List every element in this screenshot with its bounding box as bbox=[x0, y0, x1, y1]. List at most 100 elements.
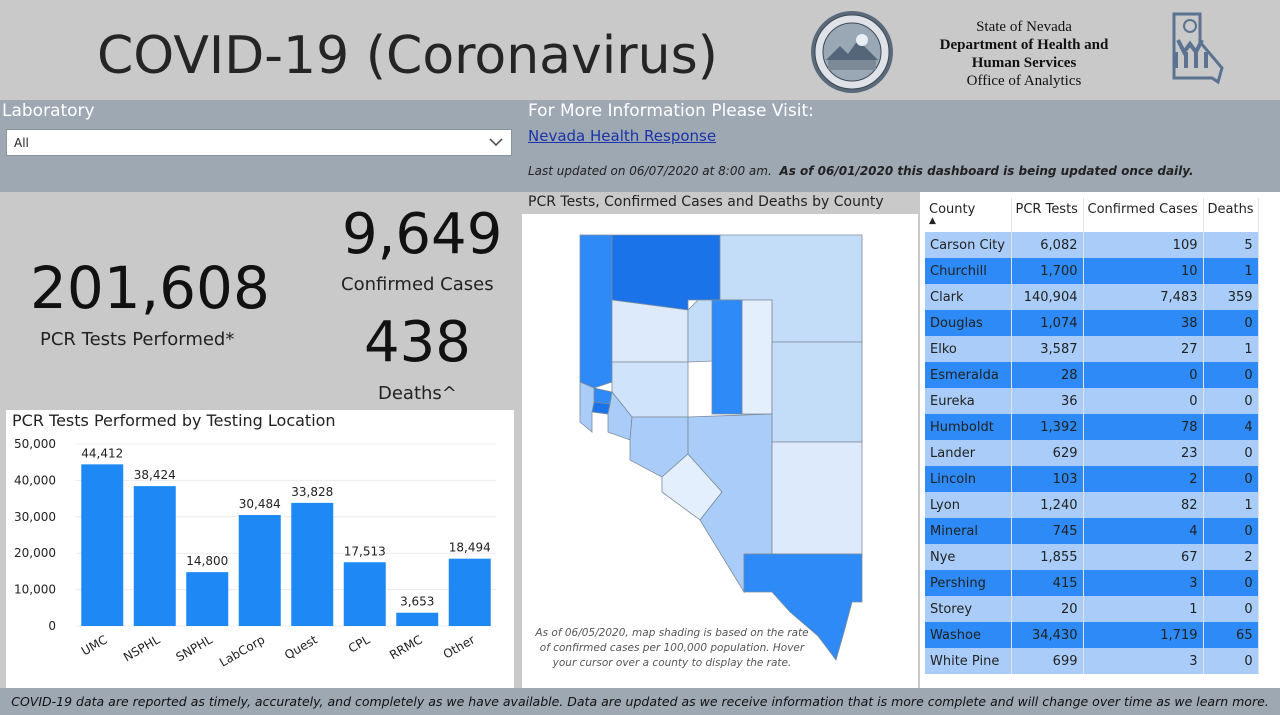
county-humboldt[interactable] bbox=[611, 234, 721, 311]
y-tick-label: 10,000 bbox=[14, 583, 56, 597]
county-cell: Mineral bbox=[925, 518, 1012, 544]
confirmed-cases-cell: 27 bbox=[1083, 336, 1204, 362]
county-washoe[interactable] bbox=[579, 234, 613, 389]
table-row[interactable]: Carson City 6,082 109 5 bbox=[925, 232, 1259, 258]
county-eureka[interactable] bbox=[741, 299, 773, 415]
table-row[interactable]: Pershing 415 3 0 bbox=[925, 570, 1259, 596]
county-lander-south[interactable] bbox=[711, 299, 743, 415]
table-row[interactable]: Elko 3,587 27 1 bbox=[925, 336, 1259, 362]
county-cell: Washoe bbox=[925, 622, 1012, 648]
x-tick-label: RRMC bbox=[387, 632, 425, 662]
county-cell: Eureka bbox=[925, 388, 1012, 414]
nevada-county-map bbox=[579, 234, 863, 661]
x-tick-label: Quest bbox=[282, 632, 320, 662]
table-row[interactable]: Mineral 745 4 0 bbox=[925, 518, 1259, 544]
column-header-county[interactable]: County ▲ bbox=[925, 198, 1012, 232]
county-white-pine[interactable] bbox=[771, 341, 863, 443]
bar-umc[interactable] bbox=[81, 464, 124, 626]
pcr-tests-cell: 140,904 bbox=[1011, 284, 1084, 310]
footer-disclaimer: COVID-19 data are reported as timely, ac… bbox=[0, 688, 1280, 715]
county-cell: Carson City bbox=[925, 232, 1012, 258]
county-clark[interactable] bbox=[743, 553, 863, 661]
deaths-cell: 0 bbox=[1203, 310, 1259, 336]
bar-value-label: 30,484 bbox=[239, 497, 281, 511]
pcr-tests-cell: 103 bbox=[1011, 466, 1084, 492]
laboratory-dropdown[interactable]: All bbox=[6, 129, 512, 156]
table-row[interactable]: Churchill 1,700 10 1 bbox=[925, 258, 1259, 284]
county-cell: Churchill bbox=[925, 258, 1012, 284]
table-row[interactable]: Lincoln 103 2 0 bbox=[925, 466, 1259, 492]
deaths-cell: 359 bbox=[1203, 284, 1259, 310]
table-row[interactable]: White Pine 699 3 0 bbox=[925, 648, 1259, 674]
nevada-seal-icon bbox=[811, 11, 893, 93]
pcr-tests-cell: 745 bbox=[1011, 518, 1084, 544]
map-shading-note: As of 06/05/2020, map shading is based o… bbox=[535, 627, 809, 669]
chart-title: PCR Tests Performed by Testing Location bbox=[12, 411, 336, 430]
confirmed-cases-cell: 1 bbox=[1083, 596, 1204, 622]
table-row[interactable]: Washoe 34,430 1,719 65 bbox=[925, 622, 1259, 648]
confirmed-cases-cell: 4 bbox=[1083, 518, 1204, 544]
county-carson-city[interactable] bbox=[591, 401, 611, 415]
bar-labcorp[interactable] bbox=[238, 515, 281, 626]
table-row[interactable]: Eureka 36 0 0 bbox=[925, 388, 1259, 414]
bar-nsphl[interactable] bbox=[133, 486, 176, 626]
bar-value-label: 38,424 bbox=[134, 468, 176, 482]
county-map-panel: PCR Tests, Confirmed Cases and Deaths by… bbox=[522, 192, 918, 688]
county-storey[interactable] bbox=[593, 387, 613, 405]
nevada-health-response-link[interactable]: Nevada Health Response bbox=[528, 127, 717, 145]
stats-panel bbox=[0, 192, 522, 408]
column-header-pcr-tests[interactable]: PCR Tests bbox=[1011, 198, 1084, 232]
bar-snphl[interactable] bbox=[186, 572, 229, 626]
deaths-cell: 1 bbox=[1203, 258, 1259, 284]
table-row[interactable]: Douglas 1,074 38 0 bbox=[925, 310, 1259, 336]
table-row[interactable]: Lyon 1,240 82 1 bbox=[925, 492, 1259, 518]
agency-state: State of Nevada bbox=[976, 19, 1072, 35]
deaths-cell: 4 bbox=[1203, 414, 1259, 440]
table-row[interactable]: Storey 20 1 0 bbox=[925, 596, 1259, 622]
column-header-deaths[interactable]: Deaths bbox=[1203, 198, 1259, 232]
map-title: PCR Tests, Confirmed Cases and Deaths by… bbox=[522, 192, 918, 214]
table-row[interactable]: Clark 140,904 7,483 359 bbox=[925, 284, 1259, 310]
pcr-tests-value: 201,608 bbox=[30, 254, 270, 322]
bar-quest[interactable] bbox=[291, 502, 334, 626]
confirmed-cases-cell: 23 bbox=[1083, 440, 1204, 466]
deaths-cell: 0 bbox=[1203, 648, 1259, 674]
table-row[interactable]: Nye 1,855 67 2 bbox=[925, 544, 1259, 570]
county-lincoln[interactable] bbox=[771, 441, 863, 555]
x-tick-label: UMC bbox=[79, 632, 110, 658]
pcr-tests-cell: 1,700 bbox=[1011, 258, 1084, 284]
bar-cpl[interactable] bbox=[343, 562, 386, 626]
dhhs-logo-icon bbox=[1172, 12, 1224, 85]
bar-rrmc[interactable] bbox=[396, 612, 439, 626]
county-douglas[interactable] bbox=[579, 381, 595, 433]
confirmed-cases-cell: 78 bbox=[1083, 414, 1204, 440]
agency-block: State of Nevada Department of Health and… bbox=[918, 18, 1130, 90]
y-tick-label: 0 bbox=[48, 619, 56, 633]
y-tick-label: 30,000 bbox=[14, 510, 56, 524]
bar-other[interactable] bbox=[448, 558, 491, 626]
column-header-confirmed-cases[interactable]: Confirmed Cases bbox=[1083, 198, 1204, 232]
county-cell: Douglas bbox=[925, 310, 1012, 336]
county-pershing[interactable] bbox=[611, 299, 689, 363]
confirmed-cases-cell: 10 bbox=[1083, 258, 1204, 284]
table-row[interactable]: Humboldt 1,392 78 4 bbox=[925, 414, 1259, 440]
table-row[interactable]: Lander 629 23 0 bbox=[925, 440, 1259, 466]
confirmed-cases-value: 9,649 bbox=[342, 202, 503, 267]
pcr-tests-label: PCR Tests Performed* bbox=[40, 329, 235, 350]
table-row[interactable]: Esmeralda 28 0 0 bbox=[925, 362, 1259, 388]
confirmed-cases-cell: 67 bbox=[1083, 544, 1204, 570]
deaths-cell: 0 bbox=[1203, 466, 1259, 492]
confirmed-cases-cell: 0 bbox=[1083, 388, 1204, 414]
confirmed-cases-cell: 38 bbox=[1083, 310, 1204, 336]
bar-value-label: 44,412 bbox=[81, 446, 123, 460]
x-tick-label: SNPHL bbox=[174, 632, 216, 664]
county-cell: Humboldt bbox=[925, 414, 1012, 440]
bar-chart-svg: 0 10,000 20,000 30,000 40,000 50,000 44,412 UMC… bbox=[14, 437, 496, 670]
agency-department-cont: Human Services bbox=[971, 55, 1077, 71]
y-tick-label: 20,000 bbox=[14, 546, 56, 560]
x-tick-label: LabCorp bbox=[217, 632, 267, 669]
confirmed-cases-cell: 82 bbox=[1083, 492, 1204, 518]
pcr-tests-cell: 36 bbox=[1011, 388, 1084, 414]
info-title: For More Information Please Visit: bbox=[528, 101, 814, 121]
county-cell: Clark bbox=[925, 284, 1012, 310]
